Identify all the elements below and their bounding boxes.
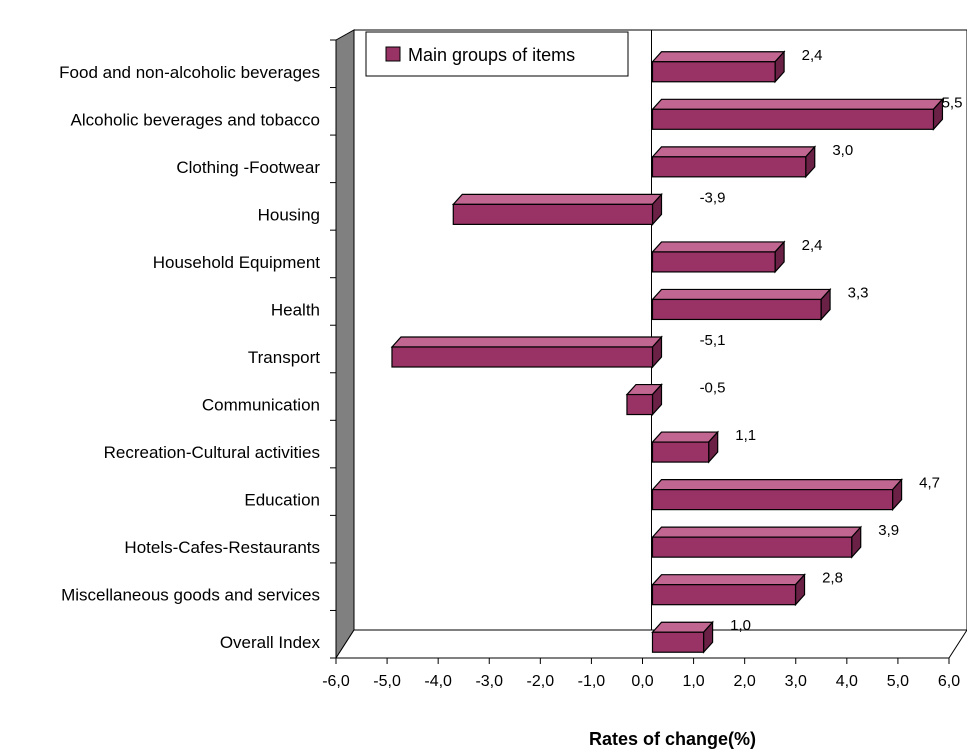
bar-top-face bbox=[651, 526, 863, 538]
legend: Main groups of items bbox=[365, 31, 629, 77]
bar-front-face bbox=[391, 346, 654, 368]
x-tick-label: 3,0 bbox=[785, 673, 807, 690]
category-label: Household Equipment bbox=[153, 253, 321, 272]
category-label: Alcoholic beverages and tobacco bbox=[71, 110, 321, 129]
legend-box bbox=[365, 31, 629, 77]
bar-top-face bbox=[651, 51, 786, 63]
bar-front-face bbox=[651, 631, 705, 653]
bar-front-face bbox=[651, 584, 797, 606]
bar bbox=[651, 145, 817, 179]
category-label: Housing bbox=[258, 205, 320, 224]
data-label: 5,5 bbox=[942, 94, 963, 111]
bar bbox=[651, 240, 786, 274]
side-wall bbox=[335, 29, 355, 660]
x-tick-label: -2,0 bbox=[527, 673, 555, 690]
x-tick-label: -5,0 bbox=[373, 673, 401, 690]
category-label: Recreation-Cultural activities bbox=[104, 443, 320, 462]
category-label: Clothing -Footwear bbox=[176, 158, 320, 177]
bar bbox=[625, 382, 663, 417]
bar bbox=[651, 525, 863, 559]
bar-front-face bbox=[651, 61, 776, 83]
bar-top-face bbox=[651, 241, 786, 253]
category-label: Overall Index bbox=[220, 633, 321, 652]
category-label: Food and non-alcoholic beverages bbox=[59, 63, 320, 82]
category-label: Health bbox=[271, 300, 320, 319]
bar bbox=[651, 97, 944, 131]
bar-top-face bbox=[651, 431, 720, 443]
bar-top-face bbox=[451, 193, 663, 205]
x-tick-label: 6,0 bbox=[938, 673, 960, 690]
data-label: -0,5 bbox=[700, 380, 726, 397]
data-label: -3,9 bbox=[700, 189, 726, 206]
bar-front-face bbox=[651, 536, 853, 558]
bar-top-face bbox=[651, 146, 817, 158]
bar bbox=[651, 287, 832, 322]
x-tick-label: 1,0 bbox=[682, 673, 704, 690]
bar bbox=[651, 620, 714, 654]
x-tick-label: -4,0 bbox=[424, 673, 452, 690]
bar-front-face bbox=[651, 489, 894, 511]
category-label: Miscellaneous goods and services bbox=[61, 586, 320, 605]
x-axis-title: Rates of change(%) bbox=[589, 729, 756, 749]
bar-front-face bbox=[651, 298, 822, 321]
data-label: 3,3 bbox=[848, 284, 869, 301]
x-tick-label: 2,0 bbox=[734, 673, 756, 690]
bar bbox=[451, 192, 663, 226]
bar-front-face bbox=[651, 108, 935, 130]
bar-front-face bbox=[452, 203, 654, 225]
bar bbox=[390, 335, 663, 369]
bar-top-face bbox=[390, 336, 663, 348]
floor bbox=[335, 629, 967, 659]
bar-front-face bbox=[651, 441, 710, 463]
data-label: 3,9 bbox=[878, 522, 899, 539]
bar-top-face bbox=[651, 98, 944, 110]
bar-top-face bbox=[651, 574, 806, 586]
data-label: 2,4 bbox=[802, 237, 823, 254]
legend-label: Main groups of items bbox=[408, 45, 575, 65]
x-tick-label: 5,0 bbox=[887, 673, 909, 690]
category-label: Education bbox=[244, 491, 320, 510]
bar-top-face bbox=[651, 479, 903, 491]
data-label: 2,4 bbox=[802, 47, 823, 64]
data-label: 2,8 bbox=[822, 570, 843, 587]
data-label: 1,0 bbox=[730, 617, 751, 634]
x-tick-label: -6,0 bbox=[322, 673, 350, 690]
x-tick-label: 4,0 bbox=[836, 673, 858, 690]
bar bbox=[651, 430, 720, 464]
data-label: 1,1 bbox=[735, 427, 756, 444]
category-label: Transport bbox=[248, 348, 320, 367]
category-label: Communication bbox=[202, 396, 320, 415]
x-tick-label: 0,0 bbox=[631, 673, 653, 690]
x-tick-label: -3,0 bbox=[475, 673, 503, 690]
bar-front-face bbox=[651, 156, 807, 178]
x-tick-label: -1,0 bbox=[578, 673, 606, 690]
data-label: -5,1 bbox=[700, 332, 726, 349]
category-label: Hotels-Cafes-Restaurants bbox=[124, 538, 320, 557]
bar bbox=[651, 478, 903, 512]
bar bbox=[651, 573, 806, 607]
legend-swatch bbox=[385, 46, 401, 62]
bar-top-face bbox=[651, 288, 832, 301]
bar-front-face bbox=[626, 393, 654, 416]
data-label: 4,7 bbox=[919, 475, 940, 492]
bar-front-face bbox=[651, 251, 776, 273]
data-label: 3,0 bbox=[832, 142, 853, 159]
bar bbox=[651, 50, 786, 84]
bar-top-face bbox=[651, 621, 714, 633]
